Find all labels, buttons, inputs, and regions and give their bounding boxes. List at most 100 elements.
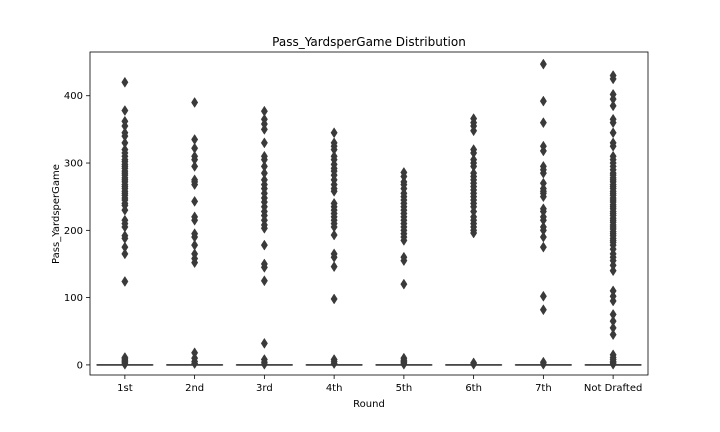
outlier-point — [609, 100, 617, 112]
outlier-point — [539, 356, 547, 368]
box-group — [96, 76, 154, 370]
outlier-point — [121, 352, 129, 363]
outlier-point — [609, 70, 617, 82]
outlier-point — [121, 230, 129, 242]
outlier-point — [260, 258, 268, 270]
outlier-point — [260, 174, 268, 186]
outlier-point — [400, 352, 408, 364]
outlier-point — [609, 127, 617, 139]
outlier-point — [330, 150, 338, 162]
outlier-point — [121, 137, 129, 149]
box-group — [375, 166, 433, 370]
y-axis-label: Pass_YardsperGame — [51, 164, 62, 264]
box-group — [235, 105, 293, 370]
plot-area — [96, 58, 642, 370]
y-tick-label: 400 — [64, 91, 83, 102]
outlier-point — [470, 357, 478, 369]
box-group — [514, 58, 572, 370]
outlier-point — [539, 290, 547, 302]
x-tick-label: 1st — [117, 383, 133, 394]
outlier-point — [330, 293, 338, 305]
outlier-point — [539, 117, 547, 129]
outlier-point — [539, 203, 547, 215]
outlier-point — [330, 229, 338, 241]
outlier-point — [260, 239, 268, 251]
x-axis-label: Round — [353, 399, 385, 410]
y-tick-label: 200 — [64, 226, 83, 237]
outlier-point — [330, 127, 338, 139]
outlier-point — [260, 275, 268, 287]
chart-title: Pass_YardsperGame Distribution — [272, 35, 466, 49]
outlier-point — [260, 167, 268, 179]
outlier-point — [400, 166, 408, 178]
outlier-point — [539, 231, 547, 243]
outlier-point — [539, 95, 547, 107]
outlier-point — [121, 214, 129, 226]
outlier-point — [539, 221, 547, 233]
plot-frame — [89, 51, 649, 376]
outlier-point — [191, 142, 199, 154]
outlier-point — [121, 105, 129, 117]
outlier-point — [400, 251, 408, 263]
outlier-point — [539, 177, 547, 189]
outlier-point — [400, 278, 408, 290]
outlier-point — [609, 150, 617, 162]
outlier-point — [121, 248, 129, 260]
outlier-point — [260, 105, 268, 117]
outlier-point — [539, 140, 547, 152]
y-axis: 0 100 200 300 400 — [64, 91, 90, 371]
x-tick-label: 5th — [396, 383, 413, 394]
outlier-point — [260, 160, 268, 172]
box-group — [166, 97, 224, 370]
outlier-point — [470, 113, 478, 125]
outlier-point — [609, 113, 617, 125]
outlier-point — [260, 337, 268, 349]
x-tick-label: 3rd — [256, 383, 273, 394]
outlier-point — [470, 144, 478, 156]
y-tick-label: 300 — [64, 159, 83, 170]
outlier-point — [609, 315, 617, 327]
outlier-point — [260, 354, 268, 365]
outlier-point — [191, 150, 199, 162]
outlier-point — [330, 197, 338, 209]
outlier-point — [121, 76, 129, 88]
outlier-point — [609, 308, 617, 320]
outlier-point — [609, 329, 617, 341]
outlier-point — [191, 97, 199, 108]
box-group — [305, 127, 363, 370]
x-tick-label: 6th — [465, 383, 482, 394]
outlier-point — [609, 88, 617, 100]
outlier-point — [539, 58, 547, 70]
outlier-point — [260, 137, 268, 149]
outlier-point — [191, 211, 199, 223]
outlier-point — [191, 248, 199, 260]
outlier-point — [330, 261, 338, 273]
outlier-point — [191, 174, 199, 186]
outlier-point — [330, 354, 338, 365]
outlier-point — [609, 322, 617, 334]
outlier-point — [609, 137, 617, 149]
outlier-point — [330, 137, 338, 149]
x-tick-label: 7th — [535, 383, 552, 394]
outlier-point — [260, 150, 268, 162]
outlier-point — [539, 160, 547, 172]
outlier-point — [539, 241, 547, 253]
outlier-point — [330, 248, 338, 260]
outlier-point — [121, 127, 129, 139]
outlier-point — [191, 195, 199, 207]
outlier-point — [260, 113, 268, 125]
x-tick-label: 2nd — [185, 383, 204, 394]
x-tick-label: 4th — [326, 383, 343, 394]
outlier-point — [121, 241, 129, 253]
box-group — [445, 113, 503, 370]
outlier-point — [609, 349, 617, 361]
x-axis: 1st 2nd 3rd 4th 5th 6th 7th Not Drafted — [117, 375, 642, 394]
box-group — [584, 70, 642, 370]
outlier-point — [539, 304, 547, 316]
outlier-point — [470, 167, 478, 179]
y-tick-label: 0 — [77, 360, 83, 371]
outlier-point — [191, 160, 199, 172]
y-tick-label: 100 — [64, 293, 83, 304]
